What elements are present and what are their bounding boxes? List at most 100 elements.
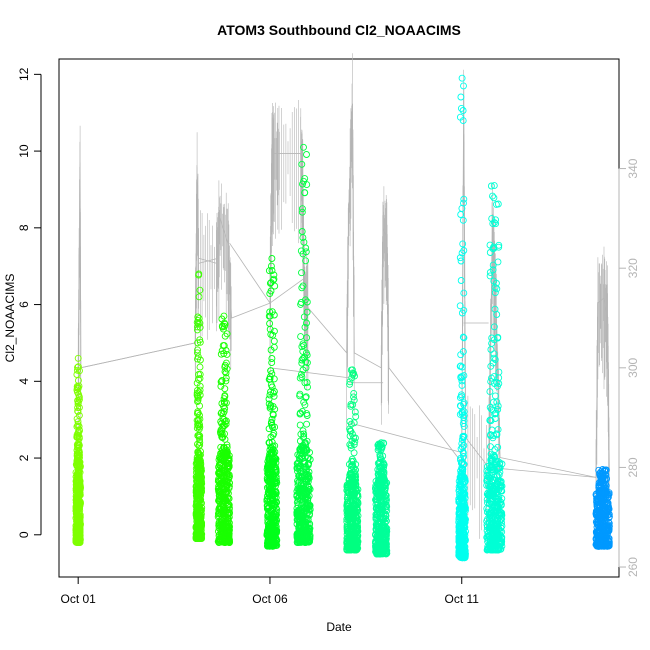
scatter-point [349,371,357,379]
scatter-point [595,542,603,550]
scatter-point [303,410,311,418]
scatter-point [298,359,306,367]
scatter-point [379,530,387,538]
scatter-point [605,538,612,545]
plot-area [58,58,620,578]
scatter-point [271,501,279,509]
scatter-point [487,182,495,190]
scatter-point [377,475,384,483]
scatter-point [602,489,610,496]
y-tick-label: 6 [17,301,31,308]
scatter-point [487,431,494,439]
scatter-point [460,505,468,513]
scatter-point [193,486,201,494]
scatter-point [297,536,305,544]
scatter-point [268,480,276,488]
scatter-point [489,482,497,490]
scatter-point [225,539,233,546]
scatter-point [497,487,505,495]
scatter-point [193,410,201,417]
scatter-point [486,268,494,276]
scatter-point [374,490,382,498]
scatter-point [267,433,275,441]
scatter-point [458,363,466,371]
scatter-point [75,447,83,455]
scatter-point [293,460,301,468]
scatter-point [486,532,494,540]
scatter-point [271,488,279,496]
scatter-point [491,522,499,530]
scatter-point [489,192,496,200]
scatter-point [461,523,469,531]
scatter-point [490,194,498,202]
scatter-point [266,404,274,412]
scatter-point [605,519,613,527]
scatter-point [301,323,309,331]
scatter-point [221,399,229,407]
scatter-point [225,536,233,544]
scatter-point [74,363,81,371]
scatter-point [220,532,228,540]
scatter-point [350,540,358,548]
scatter-point [490,219,498,227]
scatter-point [301,401,309,409]
scatter-point [299,493,307,501]
scatter-point [302,349,310,357]
scatter-point [306,502,314,510]
scatter-point [458,440,466,448]
scatter-point [378,443,386,451]
altitude-trace-connector [269,367,349,379]
altitude-trace-line [77,88,610,478]
scatter-point-peak [490,182,498,190]
scatter-point [462,528,469,535]
scatter-point [377,455,385,463]
scatter-point [460,422,468,430]
scatter-point [490,476,498,484]
scatter-point [382,510,389,518]
scatter-point [264,464,272,472]
scatter-point [487,489,495,497]
scatter-point [489,245,497,253]
scatter-point [486,388,494,396]
scatter-point [601,495,609,503]
scatter-points-layer [72,74,613,562]
scatter-point [74,377,82,384]
scatter-point [306,520,314,528]
scatter-point [354,517,361,525]
scatter-point [75,411,83,419]
scatter-point [194,346,201,354]
scatter-point [300,472,308,479]
scatter-point [487,463,495,471]
series-flight-4 [263,255,281,550]
series-flight-6 [343,366,362,554]
scatter-point [459,465,467,473]
series-flight-7 [372,439,391,558]
scatter-point [218,521,226,529]
scatter-point [270,337,278,345]
scatter-point [494,546,502,554]
scatter-point [495,539,503,547]
scatter-point [223,443,231,451]
scatter-point [494,334,502,342]
scatter-point [76,515,84,522]
scatter-point [299,234,307,242]
scatter-point [486,516,494,524]
series-flight-3 [214,312,234,546]
scatter-point-peak [377,439,385,447]
scatter-point [223,488,231,496]
scatter-point [221,392,229,400]
scatter-point [298,343,306,351]
y2-tick-label: 340 [626,158,640,178]
scatter-point [195,371,203,378]
scatter-point [303,466,311,474]
scatter-point [487,474,495,482]
scatter-point [75,394,83,402]
scatter-point [268,521,276,529]
scatter-point [267,262,275,270]
scatter-point [383,525,391,532]
scatter-point [598,471,606,479]
scatter-point-peak [599,466,607,474]
scatter-point [376,451,384,459]
scatter-point [294,479,302,487]
scatter-point [196,423,204,431]
